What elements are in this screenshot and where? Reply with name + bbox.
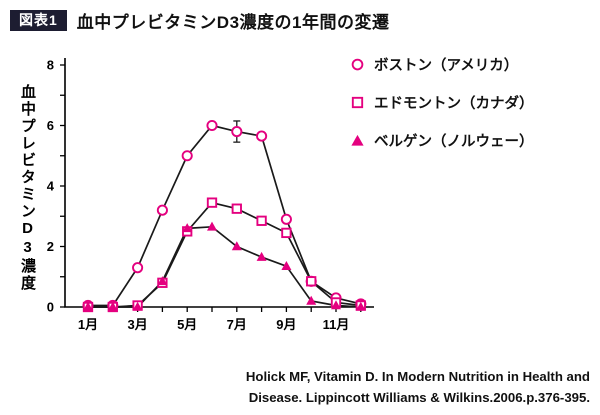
citation-line-2: Disease. Lippincott Williams & Wilkins.2… — [248, 389, 590, 405]
chart-legend: ボストン（アメリカ） エドモントン（カナダ） ベルゲン（ノルウェー） — [350, 55, 534, 150]
legend-label-bergen: ベルゲン（ノルウェー） — [374, 133, 534, 150]
legend-item-edmonton: エドモントン（カナダ） — [350, 93, 534, 112]
figure-header: 図表1 血中プレビタミンD3濃度の1年間の変遷 — [10, 8, 389, 33]
svg-text:1月: 1月 — [78, 317, 98, 332]
svg-text:2: 2 — [47, 239, 54, 254]
svg-text:8: 8 — [47, 58, 54, 73]
svg-text:5月: 5月 — [177, 317, 197, 332]
svg-text:9月: 9月 — [276, 317, 296, 332]
citation: Holick MF, Vitamin D. In Modern Nutritio… — [246, 367, 590, 408]
legend-item-boston: ボストン（アメリカ） — [350, 55, 534, 74]
citation-line-1: Holick MF, Vitamin D. In Modern Nutritio… — [245, 369, 590, 385]
legend-label-boston: ボストン（アメリカ） — [374, 57, 519, 74]
y-axis-label: 血中プレビタミンD3濃度 — [19, 84, 36, 292]
figure-number-badge: 図表1 — [10, 10, 67, 31]
legend-label-edmonton: エドモントン（カナダ） — [374, 95, 534, 112]
figure-title: 血中プレビタミンD3濃度の1年間の変遷 — [76, 13, 390, 32]
svg-text:0: 0 — [47, 300, 54, 315]
triangle-marker-icon — [351, 134, 364, 146]
svg-text:7月: 7月 — [227, 317, 247, 332]
svg-text:11月: 11月 — [323, 317, 350, 332]
square-marker-icon — [351, 96, 364, 108]
svg-text:4: 4 — [47, 179, 55, 194]
legend-item-bergen: ベルゲン（ノルウェー） — [350, 131, 534, 150]
svg-text:3月: 3月 — [127, 317, 147, 332]
svg-text:6: 6 — [47, 118, 54, 133]
circle-marker-icon — [351, 58, 364, 70]
